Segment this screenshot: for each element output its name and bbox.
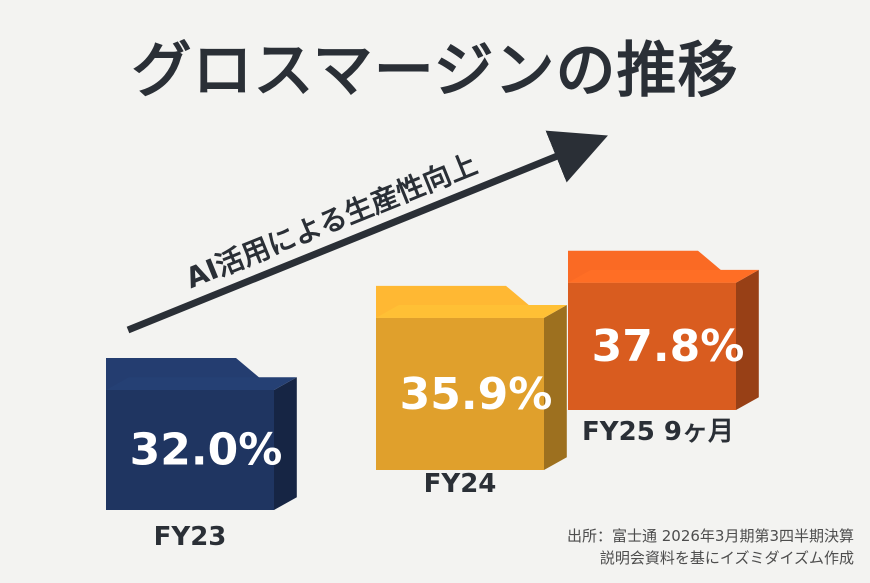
bar-front-face: [106, 390, 274, 510]
source-note: 出所：富士通 2026年3月期第3四半期決算 説明会資料を基にイズミダイズム作成: [567, 525, 854, 569]
bar-2: 37.8% FY25 9ヶ月: [568, 250, 759, 447]
bar-front-face: [376, 317, 544, 470]
data-label-2: 37.8%: [592, 321, 745, 372]
source-line-2: 説明会資料を基にイズミダイズム作成: [599, 549, 854, 567]
bar-1: 35.9% FY24: [376, 285, 567, 499]
chart-title: グロスマージンの推移: [131, 36, 739, 106]
source-line-1: 出所：富士通 2026年3月期第3四半期決算: [566, 527, 854, 545]
trend-arrow: [126, 130, 608, 334]
bar-front-face: [568, 282, 736, 410]
data-label-0: 32.0%: [130, 424, 283, 475]
category-label-2: FY25 9ヶ月: [582, 417, 734, 447]
bar-0: 32.0% FY23: [106, 358, 297, 552]
category-label-0: FY23: [154, 522, 227, 552]
data-label-1: 35.9%: [400, 369, 553, 420]
category-label-1: FY24: [424, 469, 497, 499]
trend-annotation: AI活用による生産性向上: [181, 147, 482, 294]
